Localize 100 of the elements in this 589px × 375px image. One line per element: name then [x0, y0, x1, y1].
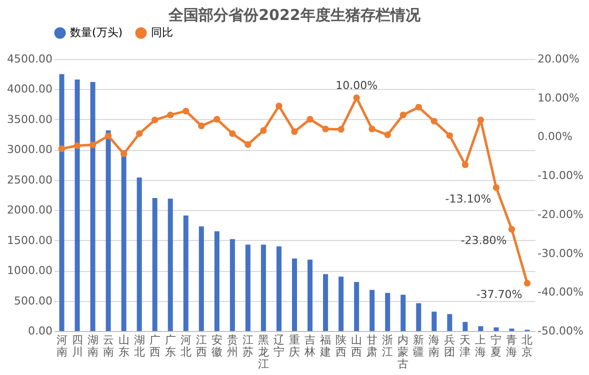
x-tick-label: 福建 [319, 334, 332, 358]
x-tick-label: 北京 [522, 334, 533, 358]
point [524, 280, 531, 287]
y2-tick-label: -50.00% [538, 324, 584, 338]
bar [462, 322, 468, 331]
x-tick-label: 贵州 [226, 334, 238, 358]
y-tick-label: 2000.00 [7, 204, 52, 217]
bar [106, 130, 111, 331]
point [58, 145, 66, 152]
point [415, 104, 422, 111]
x-tick-label: 青海 [506, 334, 518, 358]
point [477, 116, 484, 124]
point [198, 122, 205, 130]
y-tick-label: 4500.00 [7, 52, 52, 66]
x-tick-label: 山东 [118, 334, 130, 358]
bar [323, 274, 328, 331]
point [322, 126, 329, 132]
x-tick-label: 浙江 [382, 334, 394, 358]
point [74, 142, 81, 149]
bar [245, 244, 250, 331]
point [104, 132, 112, 140]
x-tick-label: 辽宁 [273, 334, 284, 358]
point [276, 102, 282, 110]
x-tick-label: 重庆 [289, 334, 300, 358]
bar [198, 226, 204, 331]
y-tick-label: 3000.00 [7, 143, 52, 156]
point [353, 94, 360, 102]
point [291, 128, 298, 136]
chart-title: 全国部分省份2022年度生猪存栏情况 [168, 6, 422, 24]
bar [260, 244, 266, 331]
point [400, 112, 406, 118]
x-tick-label: 四川 [72, 334, 83, 358]
x-tick-label: 云南 [102, 334, 114, 358]
point [368, 126, 376, 132]
y-tick-label: 1000.00 [7, 264, 52, 278]
x-tick-label: 海南 [428, 334, 440, 358]
x-tick-label: 广西 [149, 334, 160, 358]
point [492, 184, 500, 191]
bar [478, 326, 484, 331]
x-tick-label: 吉林 [304, 334, 316, 358]
point [384, 131, 391, 138]
point [120, 150, 128, 158]
x-tick-label: 甘肃 [366, 334, 378, 358]
bar [152, 198, 158, 331]
y2-tick-label: 10.00% [538, 91, 580, 104]
x-tick-label: 黑龙江 [258, 334, 269, 370]
point [306, 116, 314, 123]
data-label: 10.00% [336, 78, 378, 92]
point [462, 161, 469, 168]
x-tick-label: 山西 [351, 334, 362, 358]
x-tick-label: 兵团 [444, 334, 456, 358]
x-tick-label: 湖北 [134, 334, 145, 358]
bar [338, 276, 344, 331]
bar [74, 80, 80, 331]
x-tick-label: 宁夏 [490, 334, 502, 358]
bar [168, 198, 173, 331]
bar [494, 327, 499, 331]
x-tick-label: 内蒙古 [398, 334, 409, 370]
legend-label: 数量(万头) [70, 26, 123, 39]
y-tick-label: 3500.00 [7, 112, 52, 126]
bar [292, 258, 297, 331]
point [338, 126, 344, 133]
data-label: -23.80% [460, 234, 507, 248]
y2-tick-label: 20.00% [538, 52, 580, 66]
data-label: -13.10% [445, 192, 492, 206]
x-tick-label: 广东 [164, 334, 176, 358]
point [214, 116, 220, 123]
bar [432, 312, 437, 331]
bar [214, 231, 220, 331]
bar [370, 290, 375, 331]
y-tick-label: 4000.00 [7, 82, 52, 96]
y-tick-label: 0.00 [28, 324, 52, 338]
point [430, 118, 438, 125]
point [260, 127, 267, 134]
point [508, 226, 516, 233]
x-tick-label: 江苏 [242, 334, 254, 358]
x-tick-label: 河南 [56, 334, 68, 358]
point [89, 142, 96, 148]
bar [354, 282, 360, 331]
point [152, 116, 158, 124]
x-tick-label: 江西 [196, 334, 207, 358]
bar [183, 216, 188, 331]
bar [90, 82, 96, 331]
bar [59, 74, 64, 331]
x-tick-label: 安徽 [211, 334, 222, 358]
legend-label: 同比 [151, 26, 173, 39]
y2-tick-label: 0.00% [538, 130, 572, 144]
bar [416, 303, 422, 331]
bar [276, 246, 282, 331]
y2-tick-label: -30.00% [538, 246, 584, 260]
y2-tick-label: -40.00% [538, 286, 584, 299]
y-tick-label: 1500.00 [7, 234, 52, 247]
data-label: -37.70% [476, 288, 522, 302]
bar [400, 294, 406, 331]
bar [230, 239, 235, 331]
point [182, 108, 190, 114]
point [167, 112, 174, 118]
point [229, 130, 236, 137]
bar [447, 314, 452, 331]
y2-tick-label: -20.00% [538, 208, 584, 221]
